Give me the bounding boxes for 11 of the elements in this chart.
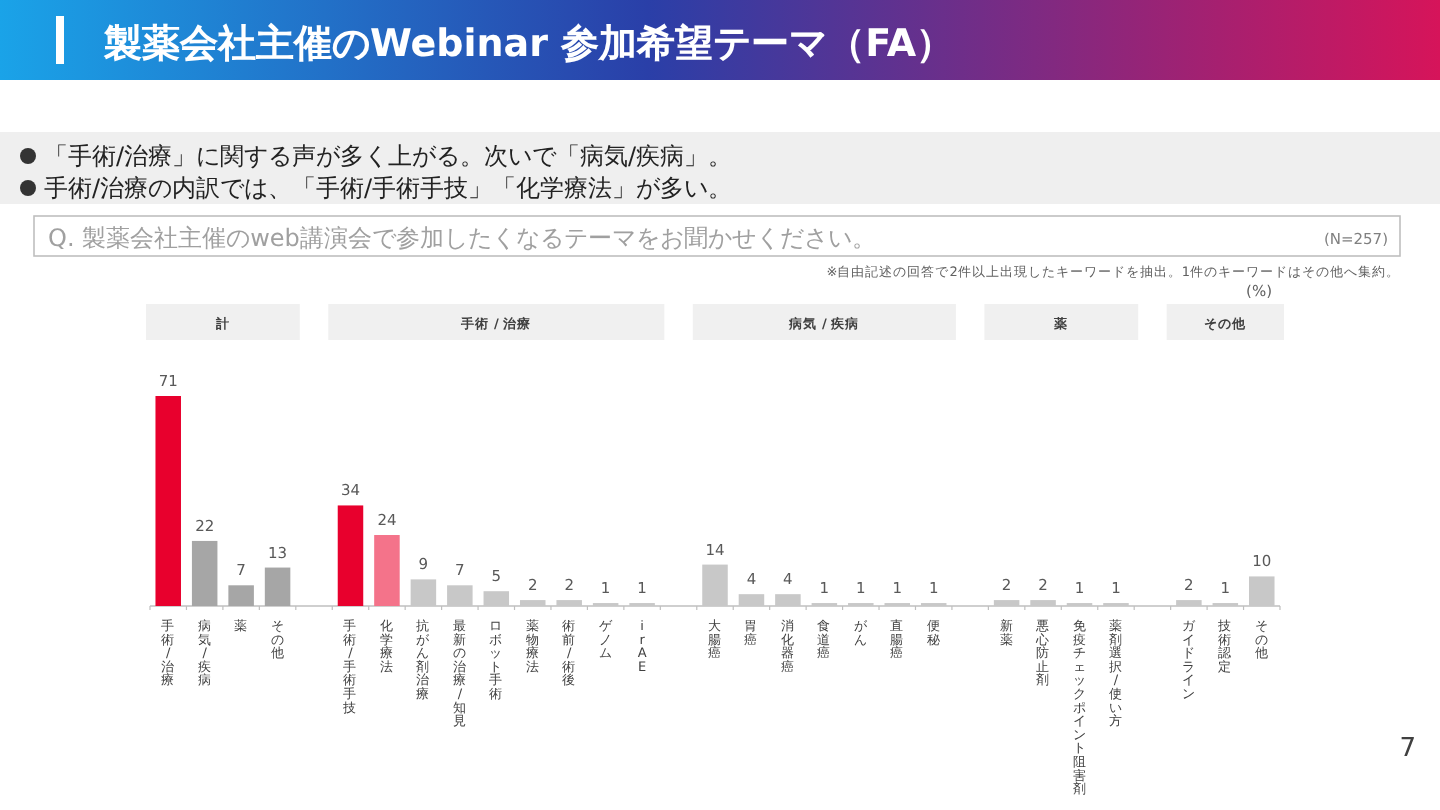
bar: [264, 567, 291, 606]
text: 7: [1399, 734, 1416, 764]
text: Q. 製薬会社主催のweb講演会で参加したくなるテーマをお聞かせください。: [48, 224, 876, 252]
bar: [191, 540, 218, 606]
text: 「手術/治療」に関する声が多く上がる。次いで「病気/疾病」。: [44, 142, 733, 170]
chart-title: 製薬会社主催のWebinar 参加希望テーマ（FA）: [102, 22, 955, 66]
bar: [155, 396, 181, 606]
bar: [228, 585, 254, 606]
bar: [374, 535, 400, 606]
bar: [337, 505, 364, 606]
text: 手術/治療の内訳では、「手術/手術手技」「化学療法」が多い。: [44, 174, 733, 202]
